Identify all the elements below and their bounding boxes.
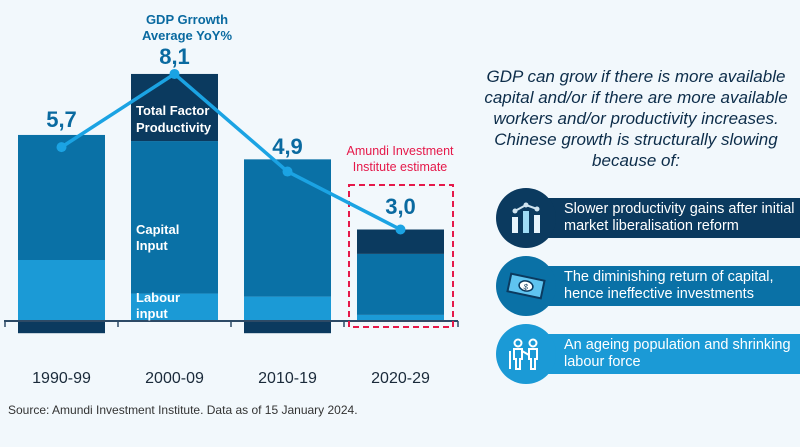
bar-segment-tfp — [131, 73, 218, 142]
reason-text: The diminishing return of capital, hence… — [564, 269, 774, 302]
estimate-label: Amundi Investment — [347, 144, 455, 158]
reason-text: An ageing population and shrinking labou… — [564, 337, 791, 370]
bar-segment-capital — [357, 253, 444, 315]
gdp-point — [169, 68, 180, 79]
gdp-point — [282, 166, 293, 177]
bar-segment-labour — [357, 314, 444, 321]
gdp-data-label: 5,7 — [46, 107, 77, 132]
x-tick-label: 2000-09 — [145, 370, 204, 387]
reason-band — [526, 198, 800, 238]
segment-label: Input — [136, 238, 168, 253]
estimate-box — [348, 184, 454, 328]
reason-labour: An ageing population and shrinking labou… — [496, 324, 800, 384]
segment-label: Capital — [136, 222, 179, 237]
bar-segment-labour — [131, 293, 218, 321]
bar-segment-tfp — [18, 321, 105, 334]
x-tick-label: 2010-19 — [258, 370, 317, 387]
segment-label: Productivity — [136, 120, 212, 135]
elderly-people-icon — [496, 324, 556, 384]
bar-segment-capital — [131, 141, 218, 294]
gdp-data-label: 8,1 — [159, 44, 190, 69]
estimate-label: Institute estimate — [353, 160, 448, 174]
source-note: Source: Amundi Investment Institute. Dat… — [8, 403, 358, 417]
x-tick-label: 1990-99 — [32, 370, 91, 387]
line-title: Average YoY% — [142, 28, 233, 43]
bar-segment-labour — [244, 296, 331, 321]
intro-text: GDP can grow if there is more available … — [484, 67, 788, 170]
svg-text:$: $ — [523, 282, 530, 292]
gdp-data-label: 3,0 — [385, 194, 416, 219]
reason-productivity: Slower productivity gains after initial … — [496, 188, 800, 248]
money-icon: $ — [496, 256, 556, 316]
segment-label: Total Factor — [136, 103, 209, 118]
bar-segment-capital — [244, 159, 331, 297]
segment-label: input — [136, 306, 168, 321]
chart-icon — [496, 188, 556, 248]
reason-text: Slower productivity gains after initial … — [564, 201, 795, 234]
bar-segment-capital — [18, 134, 105, 260]
x-tick-label: 2020-29 — [371, 370, 430, 387]
gdp-point — [395, 224, 406, 235]
bar-segment-labour — [18, 260, 105, 321]
line-title: GDP Grrowth — [146, 12, 228, 27]
reason-band — [526, 266, 800, 306]
segment-label: Labour — [136, 290, 180, 305]
gdp-chart: 1990-99 2000-09 2010-19 2020-29 Total Factor… — [4, 12, 459, 387]
gdp-line — [60, 71, 402, 232]
reason-band — [526, 334, 800, 374]
bar-segment-tfp — [244, 321, 331, 334]
gdp-point — [56, 142, 67, 153]
reason-capital: $ The diminishing return of capital, hen… — [496, 256, 800, 316]
gdp-data-label: 4,9 — [272, 134, 303, 159]
